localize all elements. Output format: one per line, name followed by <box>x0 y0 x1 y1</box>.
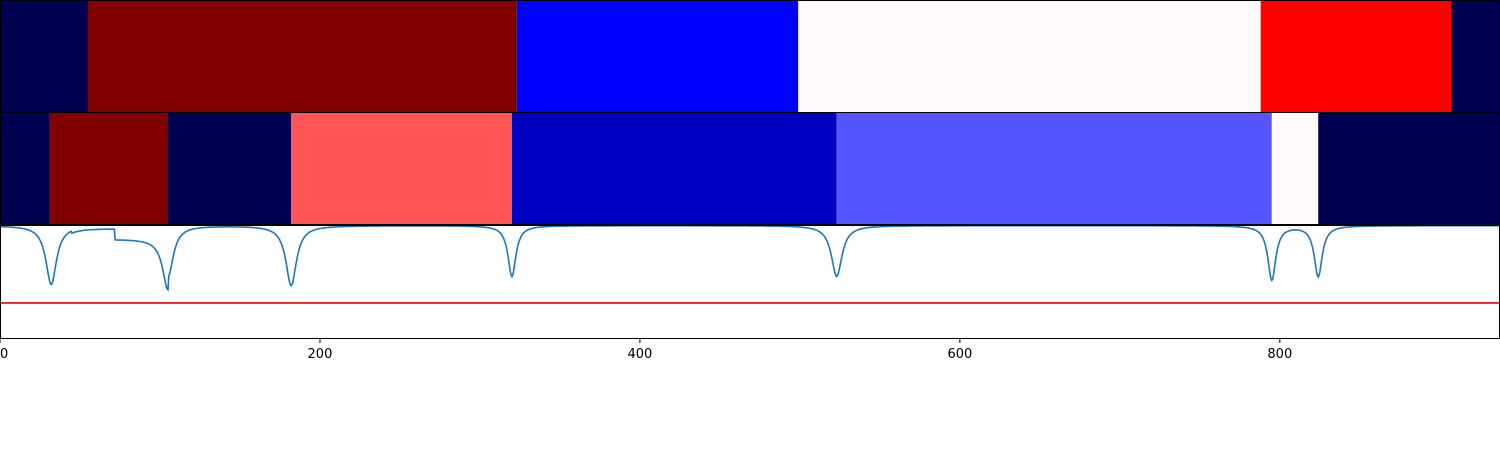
segment-2-3 <box>167 113 292 225</box>
segment-row-2 <box>0 112 1500 225</box>
line-panel <box>0 224 1500 339</box>
segment-1-1 <box>0 1 88 113</box>
line-panel-frame <box>0 225 1500 339</box>
segment-1-4 <box>798 1 1261 113</box>
segment-2-8 <box>1318 113 1499 225</box>
segment-rows <box>0 0 1500 225</box>
segment-2-7 <box>1271 113 1319 225</box>
x-tick-label: 400 <box>628 347 653 362</box>
segment-2-1 <box>0 113 50 225</box>
x-tick-label: 800 <box>1267 347 1292 362</box>
segment-2-5 <box>511 113 837 225</box>
segment-row-1 <box>0 0 1500 113</box>
x-tick-label: 0 <box>0 347 8 362</box>
x-axis: 0 200 400 600 800 <box>0 338 1292 362</box>
segment-2-4 <box>291 113 512 225</box>
segment-2-2 <box>49 113 168 225</box>
score-line <box>0 224 1500 292</box>
segment-1-2 <box>87 1 517 113</box>
segment-1-6 <box>1451 1 1499 113</box>
segment-2-6 <box>836 113 1272 225</box>
x-tick-label: 600 <box>947 347 972 362</box>
segment-1-5 <box>1260 1 1452 113</box>
segment-1-3 <box>516 1 799 113</box>
x-tick-label: 200 <box>308 347 333 362</box>
